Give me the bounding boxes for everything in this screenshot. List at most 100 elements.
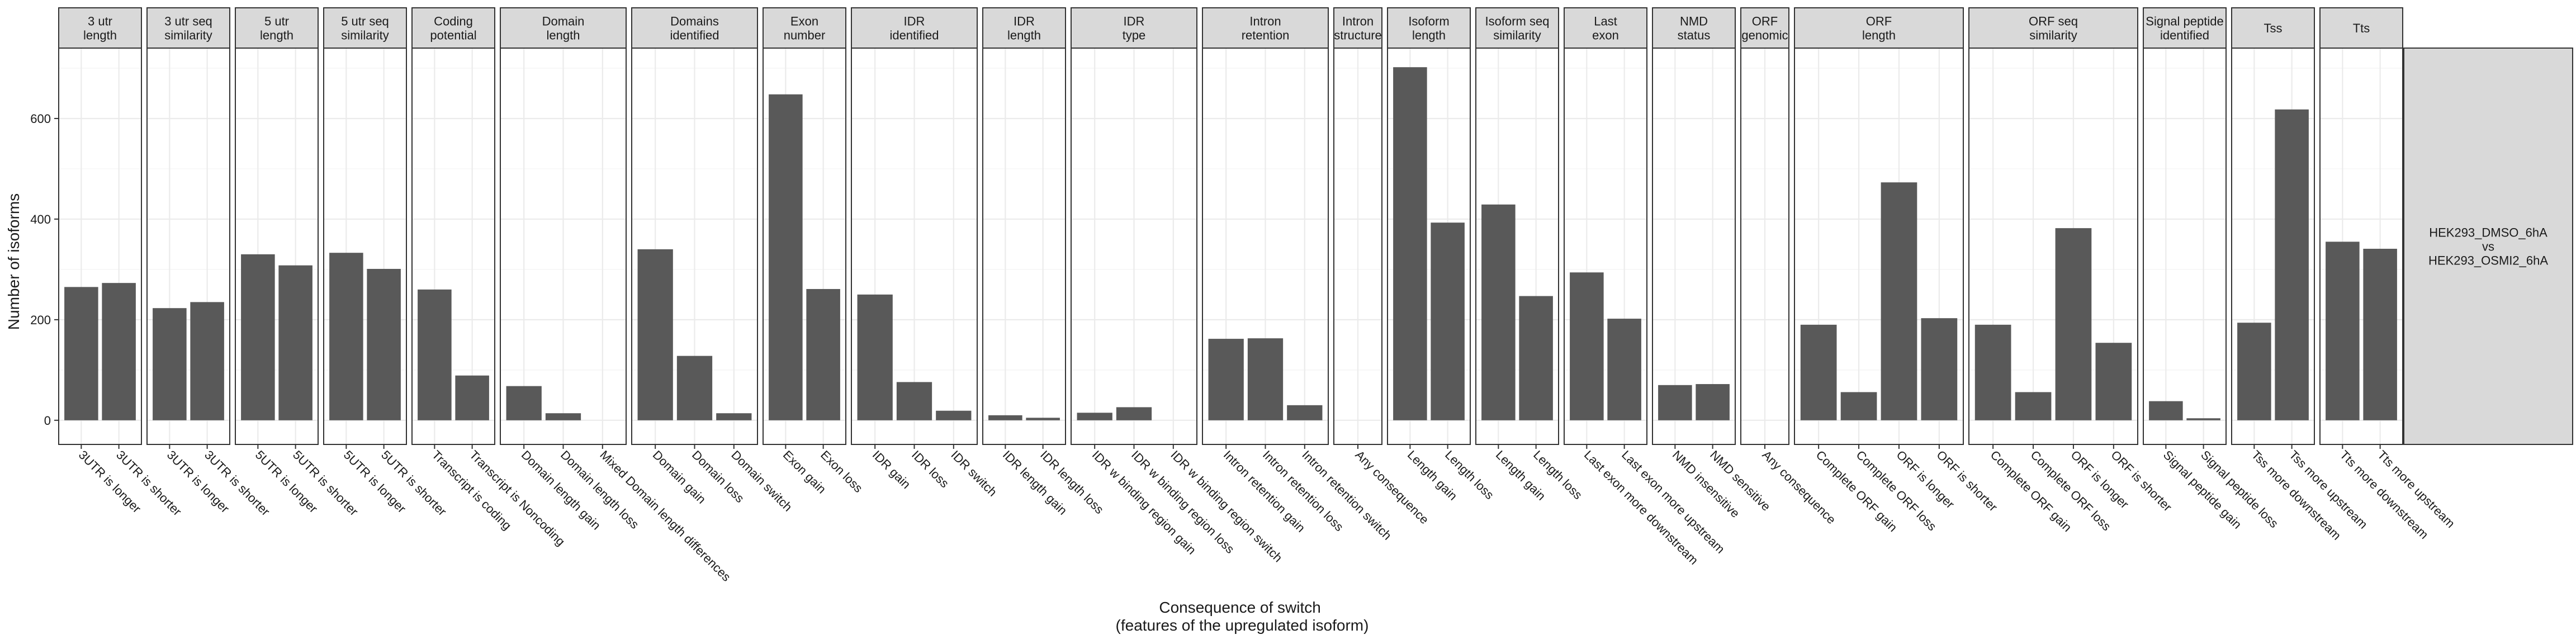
bar-signal-peptide-loss: [2186, 418, 2220, 420]
facet-strip-label: Coding: [434, 15, 473, 29]
facet-strip-label: Intron: [1249, 15, 1281, 29]
facet-strip: [1333, 7, 1382, 49]
facet-panel-border: [2319, 48, 2403, 445]
bar-exon-gain: [769, 94, 803, 420]
facet-strip-label: 3 utr seq: [164, 15, 212, 29]
facet-panel-border: [1564, 48, 1647, 445]
facet-panel-border: [1387, 48, 1471, 445]
facet-plot-area: [324, 48, 406, 444]
facet-panel-border: [146, 48, 230, 445]
bar-last-exon-more-downstream: [1570, 272, 1604, 420]
facet-strip-label: length: [547, 29, 580, 42]
bar-idr-w-binding-region-loss: [1116, 407, 1152, 420]
facet-plot-area: [763, 48, 846, 444]
facet-strip: [2319, 7, 2403, 49]
facet-strip-label: type: [1123, 29, 1146, 42]
bar-3utr-is-longer: [153, 308, 187, 420]
facet-strip-label: length: [1412, 29, 1446, 42]
bar-complete-orf-gain: [1974, 324, 2011, 420]
facet-strip: [323, 7, 407, 49]
facet-plot-area: [983, 48, 1066, 444]
facet-strip: [500, 7, 627, 49]
bar-idr-length-gain: [988, 415, 1022, 420]
facet-strip-label: structure: [1334, 29, 1382, 42]
facet-strip-label: genomic: [1741, 29, 1788, 42]
bar-nmd-sensitive: [1696, 384, 1730, 420]
facet-strip-label: Intron: [1342, 15, 1374, 29]
facet-panel-border: [411, 48, 495, 445]
facet-strip: [411, 7, 495, 49]
facet-panel: [982, 48, 1066, 445]
x-axis-title: Consequence of switch (features of the u…: [1116, 599, 1369, 634]
facet-strip-label: retention: [1242, 29, 1290, 42]
facet-plot-area: [235, 48, 318, 444]
bar-length-gain: [1481, 204, 1516, 420]
facet-strip-label: potential: [430, 29, 476, 42]
bar-5utr-is-shorter: [367, 268, 401, 420]
facet-plot-area: [1794, 48, 1963, 444]
bar-domain-switch: [716, 413, 752, 420]
y-tick-label: 600: [30, 112, 51, 126]
bar-length-loss: [1519, 296, 1553, 420]
bar-intron-retention-switch: [1287, 405, 1323, 420]
facet-strip-label: ORF: [1752, 15, 1778, 29]
facet-strip: [1475, 7, 1559, 49]
bar-transcript-is-noncoding: [455, 375, 489, 420]
bar-5utr-is-longer: [329, 253, 363, 420]
bar-length-loss: [1431, 222, 1465, 420]
facet-plot-area: [59, 48, 141, 444]
facet-strip: [763, 7, 846, 49]
bar-5utr-is-shorter: [278, 265, 312, 420]
facet-panel-border: [2231, 48, 2315, 445]
facet-plot-area: [1202, 48, 1328, 444]
facet-strip: [146, 7, 230, 49]
facet-strip-label: Exon: [790, 15, 818, 29]
facet-strip-label: Signal peptide: [2146, 15, 2223, 29]
facet-plot-area: [1476, 48, 1559, 444]
facet-strip-label: Last: [1594, 15, 1617, 29]
bar-tss-more-downstream: [2237, 323, 2271, 420]
x-tick-label: IDR gain: [870, 448, 913, 491]
bar-complete-orf-gain: [1800, 324, 1837, 420]
facet-strip: [1071, 7, 1197, 49]
x-tick-label: IDR switch: [948, 448, 1000, 499]
facet-strip-label: NMD: [1680, 15, 1708, 29]
facet-plot-area: [500, 48, 626, 444]
bar-idr-w-binding-region-gain: [1077, 413, 1112, 420]
bar-tts-more-upstream: [2363, 248, 2397, 420]
facet-plot-area: [632, 48, 757, 444]
facet-strip: [982, 7, 1066, 49]
row-strip-label: HEK293_DMSO_6hA: [2429, 226, 2547, 240]
bar-idr-switch: [936, 410, 972, 420]
row-strip-label: HEK293_OSMI2_6hA: [2428, 254, 2548, 268]
x-tick-label: IDR loss: [909, 448, 951, 490]
facet-strip: [1652, 7, 1736, 49]
facet-strip-label: 3 utr: [88, 15, 112, 29]
facet-panel: [1652, 48, 1736, 445]
facet-strip: [2231, 7, 2315, 49]
facet-strip-label: identified: [2160, 29, 2209, 42]
bar-idr-loss: [896, 382, 932, 420]
facet-panel-border: [1794, 48, 1964, 445]
facet-strip-label: Tss: [2264, 21, 2283, 35]
bar-length-gain: [1393, 67, 1427, 420]
facet-panel-border: [1475, 48, 1559, 445]
facet-strip-label: Domain: [542, 15, 585, 29]
facet-strip-label: similarity: [341, 29, 389, 42]
facet-strip: [1202, 7, 1329, 49]
bar-complete-orf-loss: [1840, 392, 1877, 420]
facet-strip-label: identified: [889, 29, 939, 42]
facet-strip-label: similarity: [2029, 29, 2077, 42]
bar-tts-more-downstream: [2326, 242, 2360, 420]
facet-strip: [1387, 7, 1471, 49]
facet-strip-label: status: [1678, 29, 1711, 42]
facet-plot-area: [2232, 48, 2314, 444]
